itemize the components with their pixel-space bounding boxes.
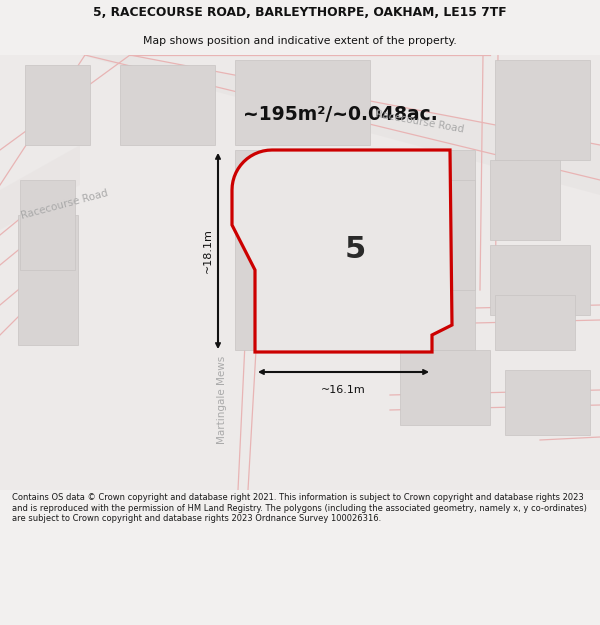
Text: 5: 5	[344, 236, 365, 264]
Polygon shape	[232, 150, 452, 352]
Text: Martingale Mews: Martingale Mews	[217, 356, 227, 444]
Text: Racecourse Road: Racecourse Road	[375, 109, 465, 135]
Bar	[20, 180, 75, 270]
Bar	[235, 60, 370, 145]
Text: Map shows position and indicative extent of the property.: Map shows position and indicative extent…	[143, 36, 457, 46]
Polygon shape	[80, 55, 600, 195]
Bar	[490, 245, 590, 315]
Text: ~195m²/~0.048ac.: ~195m²/~0.048ac.	[242, 106, 437, 124]
Bar	[495, 60, 590, 160]
Text: 5, RACECOURSE ROAD, BARLEYTHORPE, OAKHAM, LE15 7TF: 5, RACECOURSE ROAD, BARLEYTHORPE, OAKHAM…	[93, 6, 507, 19]
Text: ~16.1m: ~16.1m	[321, 385, 366, 395]
Bar	[25, 65, 90, 145]
Text: Racecourse Road: Racecourse Road	[20, 189, 110, 221]
Bar	[400, 180, 475, 290]
Polygon shape	[0, 145, 80, 230]
Text: Contains OS data © Crown copyright and database right 2021. This information is : Contains OS data © Crown copyright and d…	[12, 493, 587, 523]
Bar	[400, 350, 490, 425]
Bar	[270, 175, 390, 275]
Text: ~18.1m: ~18.1m	[203, 229, 213, 274]
Bar	[18, 215, 78, 345]
Bar	[120, 65, 215, 145]
Bar	[235, 150, 475, 350]
Bar	[495, 295, 575, 350]
Bar	[490, 160, 560, 240]
Bar	[505, 370, 590, 435]
